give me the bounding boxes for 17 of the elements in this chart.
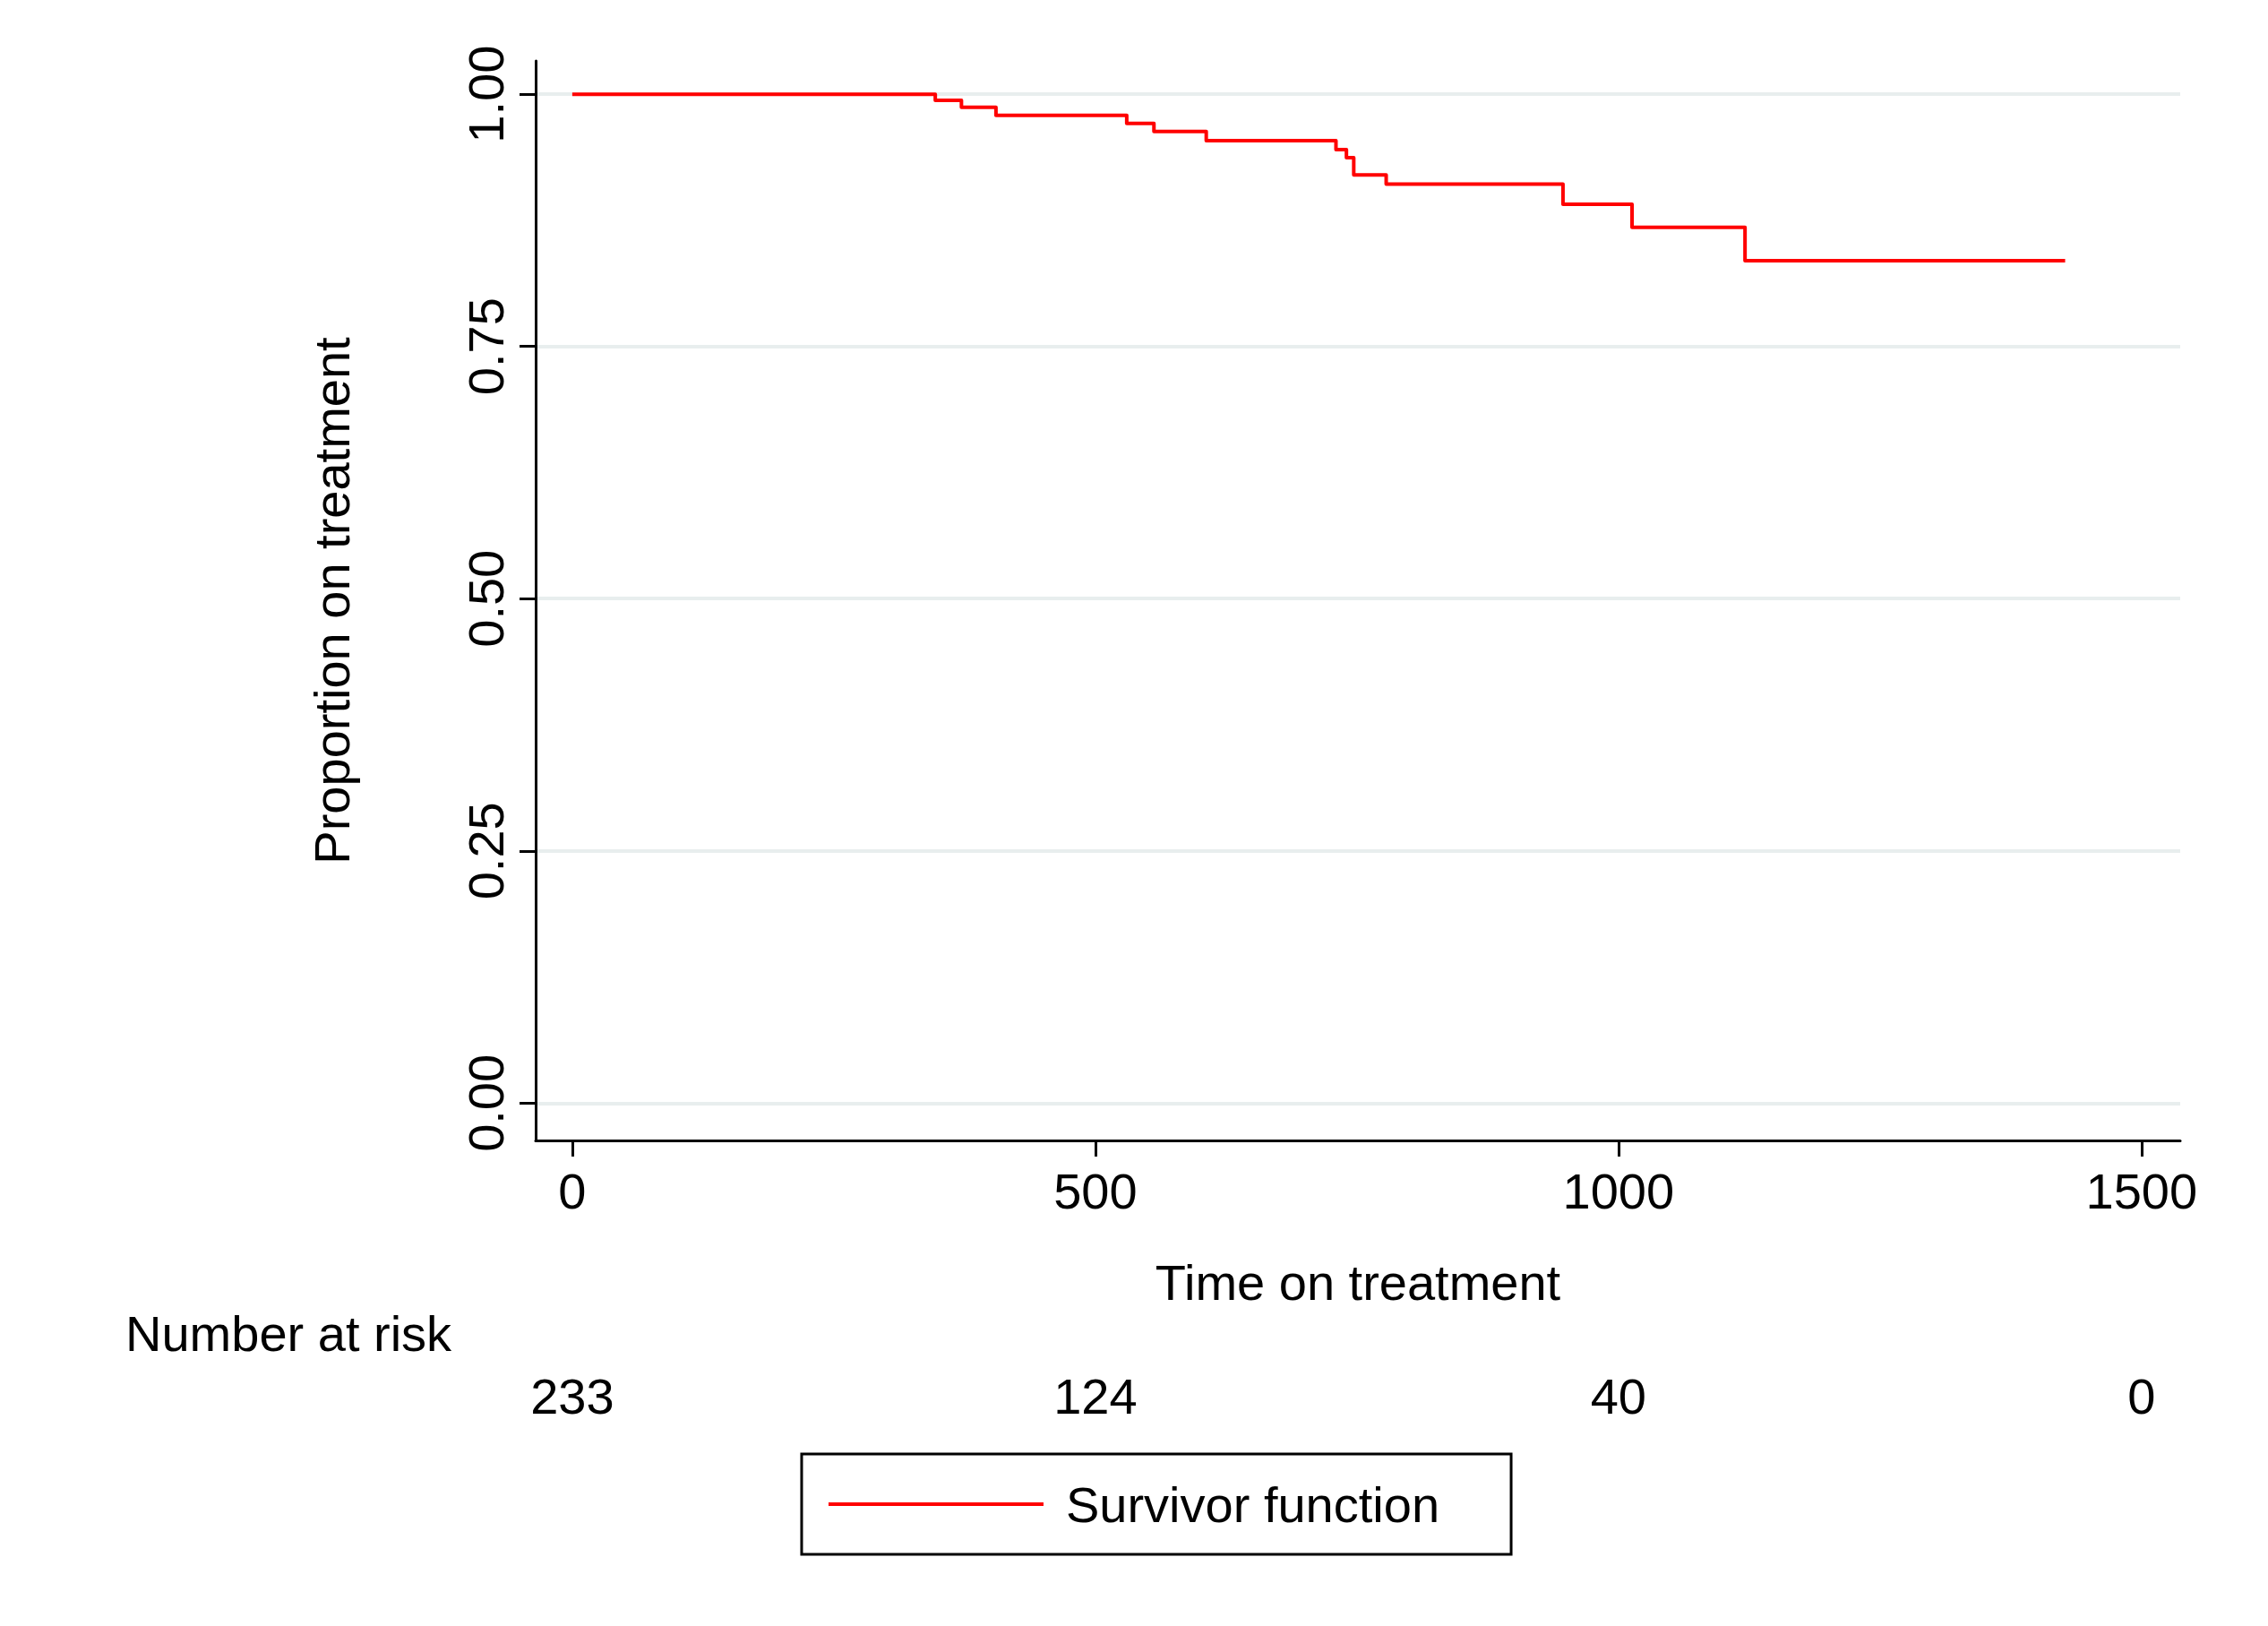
x-tick-label: 1500 <box>2085 1162 2198 1219</box>
x-axis-title: Time on treatment <box>1155 1253 1561 1311</box>
x-tick-label: 0 <box>558 1162 587 1219</box>
y-tick-label: 0.25 <box>457 802 514 900</box>
y-tick-label: 0.75 <box>457 297 514 396</box>
y-tick-label: 0.50 <box>457 549 514 648</box>
legend-label: Survivor function <box>1065 1475 1440 1533</box>
y-axis-title: Proportion on treatment <box>303 336 360 865</box>
x-tick-label: 1000 <box>1562 1162 1675 1219</box>
text: 124 <box>1053 1367 1138 1424</box>
text: 40 <box>1590 1367 1646 1424</box>
y-tick-label: 0.00 <box>457 1054 514 1152</box>
text: Number at risk <box>125 1304 453 1362</box>
text: 233 <box>530 1367 614 1424</box>
y-tick-label: 1.00 <box>457 45 514 143</box>
x-tick-label: 500 <box>1053 1162 1138 1219</box>
text: 0 <box>2127 1367 2156 1424</box>
